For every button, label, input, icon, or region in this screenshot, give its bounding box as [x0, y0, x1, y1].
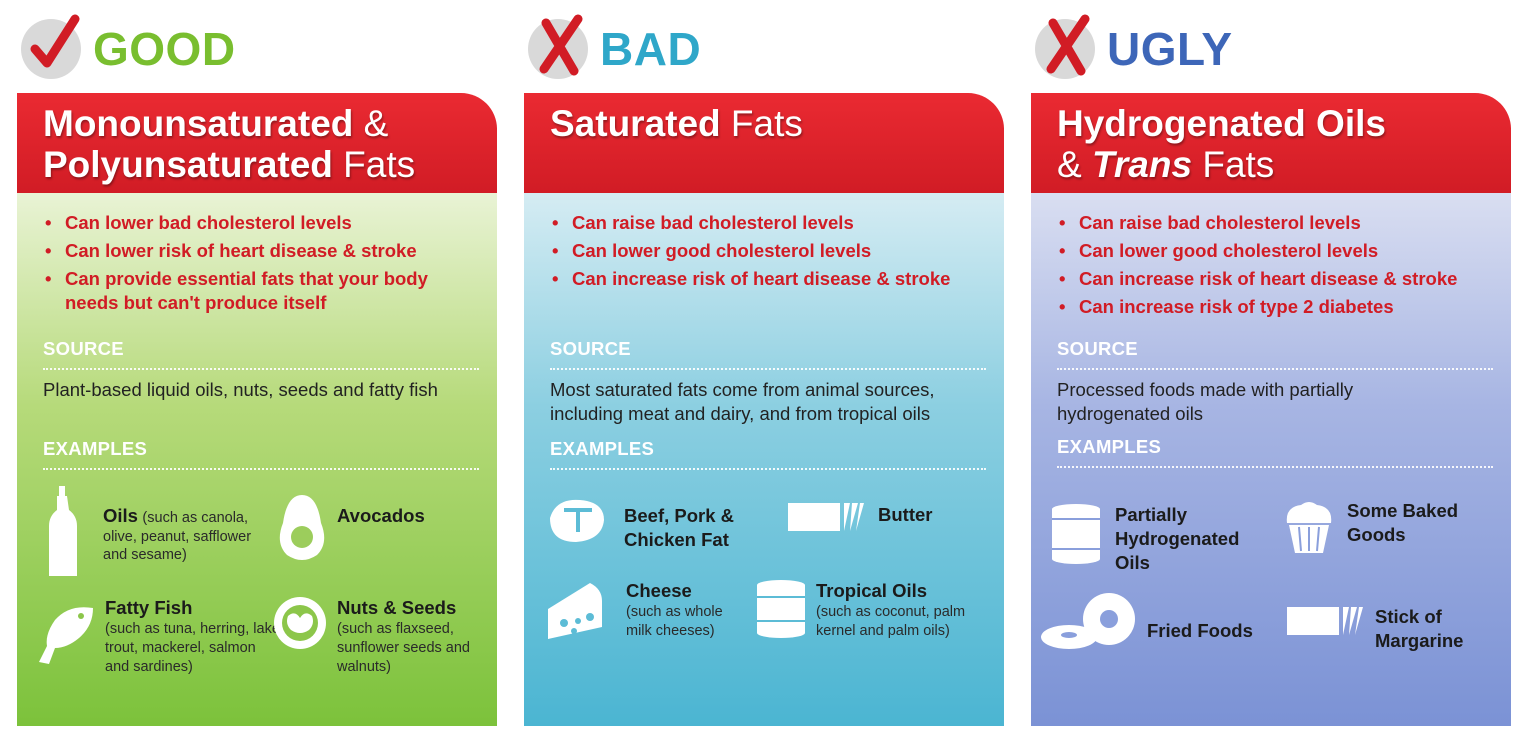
verdict-label: BAD — [600, 23, 702, 75]
walnut-icon — [274, 597, 326, 649]
source-text: Most saturated fats come from animal sou… — [550, 379, 935, 424]
divider — [1057, 466, 1493, 468]
margarine-stick-icon — [1287, 607, 1363, 635]
butter-stick-icon — [788, 503, 864, 531]
example-nuts-seeds: Nuts & Seeds (such as flaxseed, sunflowe… — [273, 596, 483, 677]
card-title: Hydrogenated Oils & Trans Fats — [1031, 93, 1511, 193]
list-item: Can lower risk of heart disease & stroke — [43, 239, 479, 263]
examples-label: EXAMPLES — [550, 438, 655, 459]
divider — [550, 368, 986, 370]
card-title: Saturated Fats — [524, 93, 1004, 193]
example-oils: Oils (such as canola, olive, peanut, saf… — [43, 486, 273, 578]
divider — [550, 468, 986, 470]
example-detail: (such as coconut, palm kernel and palm o… — [816, 604, 966, 639]
example-baked-goods: Some Baked Goods — [1283, 499, 1503, 555]
verdict-label: GOOD — [93, 23, 236, 75]
source-label: SOURCE — [43, 338, 124, 359]
example-name: Beef, Pork & Chicken Fat — [624, 505, 735, 550]
card-body: Can raise bad cholesterol levels Can low… — [524, 193, 1004, 726]
list-item: Can lower good cholesterol levels — [1057, 239, 1493, 263]
verdict-heading: GOOD — [21, 14, 236, 84]
x-mark-icon — [1035, 14, 1095, 79]
avocado-icon — [279, 495, 325, 560]
effects-list: Can raise bad cholesterol levels Can low… — [1057, 211, 1493, 319]
list-item: Can increase risk of heart disease & str… — [550, 267, 986, 291]
fish-icon — [39, 607, 93, 664]
verdict-heading: UGLY — [1035, 14, 1233, 84]
card-title: Monounsaturated & Polyunsaturated Fats — [17, 93, 497, 193]
effects-list: Can raise bad cholesterol levels Can low… — [550, 211, 986, 291]
examples-label: EXAMPLES — [1057, 436, 1162, 457]
source-label: SOURCE — [1057, 338, 1138, 359]
card-body: Can raise bad cholesterol levels Can low… — [1031, 193, 1511, 726]
verdict-heading: BAD — [528, 14, 701, 84]
example-margarine: Stick of Margarine — [1287, 605, 1507, 653]
oil-can-icon — [757, 580, 805, 638]
list-item: Can provide essential fats that your bod… — [43, 267, 479, 315]
shortening-can-icon — [1052, 504, 1100, 564]
list-item: Can increase risk of heart disease & str… — [1057, 267, 1493, 291]
example-detail: (such as whole milk cheeses) — [626, 604, 723, 639]
verdict-label: UGLY — [1107, 23, 1233, 75]
source-text: Plant-based liquid oils, nuts, seeds and… — [43, 379, 438, 400]
example-fatty-fish: Fatty Fish (such as tuna, herring, lake … — [31, 596, 281, 677]
ugly-column: UGLY Hydrogenated Oils& Trans Fats Can r… — [1031, 0, 1511, 736]
source-text: Processed foods made with partially hydr… — [1057, 379, 1354, 424]
example-partially-hydrogenated-oils: Partially Hydrogenated Oils — [1051, 503, 1271, 575]
divider — [43, 468, 479, 470]
example-name: Partially Hydrogenated Oils — [1115, 504, 1240, 573]
example-name: Fried Foods — [1147, 620, 1253, 641]
example-name: Avocados — [337, 505, 425, 526]
example-detail: (such as canola, olive, peanut, safflowe… — [103, 510, 252, 563]
good-column: GOOD Monounsaturated & Polyunsaturated Fa… — [17, 0, 497, 736]
example-tropical-oils: Tropical Oils (such as coconut, palm ker… — [756, 579, 996, 641]
example-name: Cheese — [626, 580, 692, 601]
example-butter: Butter — [788, 501, 988, 533]
list-item: Can raise bad cholesterol levels — [1057, 211, 1493, 235]
steak-icon — [550, 499, 604, 542]
example-name: Butter — [878, 504, 933, 525]
example-name: Some Baked Goods — [1347, 500, 1459, 545]
check-mark-icon — [21, 14, 81, 79]
example-fried-foods: Fried Foods — [1041, 593, 1281, 651]
example-detail: (such as tuna, herring, lake trout, mack… — [105, 621, 280, 675]
divider — [43, 368, 479, 370]
list-item: Can lower bad cholesterol levels — [43, 211, 479, 235]
example-cheese: Cheese (such as whole milk cheeses) — [546, 579, 756, 641]
example-name: Tropical Oils — [816, 580, 928, 601]
example-name: Fatty Fish — [105, 597, 193, 618]
cheese-icon — [548, 583, 602, 639]
bad-column: BAD Saturated Fats Can raise bad cholest… — [524, 0, 1004, 736]
divider — [1057, 368, 1493, 370]
example-name: Oils — [103, 505, 138, 526]
effects-list: Can lower bad cholesterol levels Can low… — [43, 211, 479, 315]
examples-label: EXAMPLES — [43, 438, 148, 459]
example-name: Nuts & Seeds — [337, 597, 457, 618]
list-item: Can increase risk of type 2 diabetes — [1057, 295, 1493, 319]
source-label: SOURCE — [550, 338, 631, 359]
example-meat-fat: Beef, Pork & Chicken Fat — [546, 496, 766, 552]
card-body: Can lower bad cholesterol levels Can low… — [17, 193, 497, 726]
example-name: Stick of Margarine — [1375, 606, 1464, 651]
list-item: Can lower good cholesterol levels — [550, 239, 986, 263]
list-item: Can raise bad cholesterol levels — [550, 211, 986, 235]
oil-bottle-icon — [49, 486, 77, 576]
example-avocados: Avocados — [275, 493, 475, 563]
donut-icon — [1041, 593, 1135, 649]
muffin-icon — [1286, 502, 1332, 553]
example-detail: (such as flaxseed, sunflower seeds and w… — [337, 621, 470, 675]
x-mark-icon — [528, 14, 588, 79]
